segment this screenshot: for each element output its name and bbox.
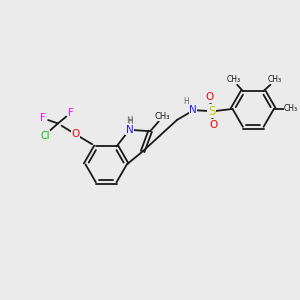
Text: O: O: [206, 92, 214, 102]
Text: S: S: [208, 105, 215, 118]
Text: Cl: Cl: [40, 130, 50, 140]
Text: N: N: [126, 125, 133, 135]
Text: H: H: [184, 97, 190, 106]
Text: F: F: [40, 113, 46, 123]
Text: CH₃: CH₃: [267, 75, 281, 84]
Text: CH₃: CH₃: [284, 104, 298, 113]
Text: F: F: [68, 108, 74, 118]
Text: CH₃: CH₃: [226, 75, 241, 84]
Text: H: H: [126, 116, 133, 125]
Text: CH₃: CH₃: [154, 112, 170, 121]
Text: H: H: [127, 117, 133, 126]
Text: N: N: [189, 105, 197, 115]
Text: O: O: [209, 120, 218, 130]
Text: O: O: [72, 129, 80, 140]
